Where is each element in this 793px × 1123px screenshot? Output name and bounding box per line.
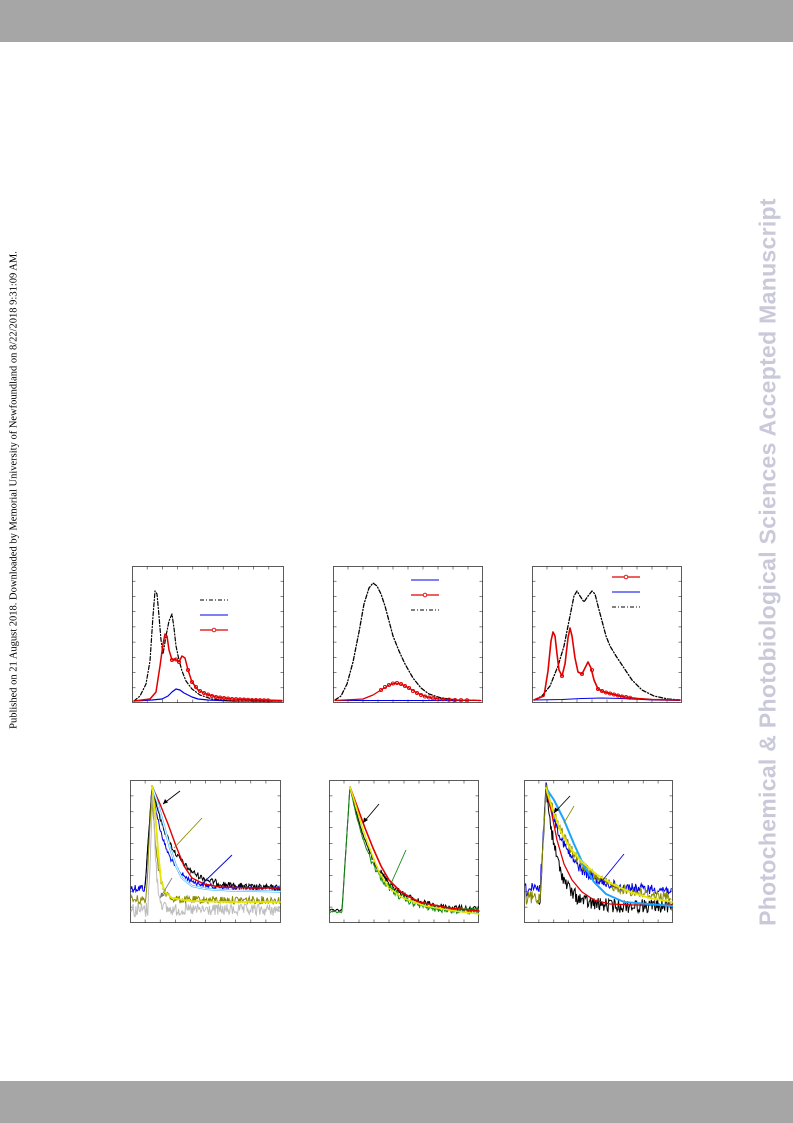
series-red [533,627,681,701]
fit-red [545,787,673,906]
annotation-arrows [362,803,407,889]
fit-red [349,786,480,912]
series-red-markers [559,667,633,700]
fit-light-blue [545,787,673,907]
axis-ticks [329,780,479,923]
plot-frame [130,780,281,923]
decay-trace [130,791,280,918]
header-bar [0,0,793,42]
series-red [334,682,482,702]
annotation-arrows [159,790,233,899]
decay-panel-3 [524,780,673,923]
decay-panel-2 [329,780,480,923]
noisy-traces [130,785,281,918]
fit-yellow [151,785,281,903]
plot-frame [333,566,483,703]
series-red-markers [378,680,470,703]
arrow-green [388,849,407,889]
axis-ticks [132,566,284,703]
arrow-blue [201,854,233,885]
series-black [533,590,681,701]
fit-white [151,785,281,892]
plot-frame [329,780,479,923]
plot-frame [532,566,682,703]
axis-ticks [333,566,483,703]
noisy-traces [329,786,479,916]
decay-trace [329,786,479,913]
series-black [334,582,482,702]
series-black [133,590,283,702]
noisy-traces [524,782,673,915]
spectrum-panel-2 [333,566,483,703]
journal-watermark: Photochemical & Photobiological Sciences… [754,198,781,926]
arrow-olive [173,817,203,849]
plot-frame [524,780,673,923]
fit-red [151,785,281,889]
arrow-olive [563,805,575,824]
decay-trace [537,787,673,915]
fit-yellow [349,786,480,915]
series-red [133,633,283,702]
annotation-arrows [553,795,625,882]
legend [411,579,439,611]
legend [200,599,228,633]
legend [612,574,640,608]
fit-yellow [545,787,673,903]
footer-bar [0,1081,793,1123]
arrow-blue [601,853,625,882]
decay-panel-1 [130,780,281,923]
spectrum-panel-3 [532,566,682,703]
series-red-markers [169,657,271,703]
decay-trace [329,788,479,916]
publication-note: Published on 21 August 2018. Downloaded … [8,251,20,729]
plot-frame [132,566,284,703]
series-blue [133,688,283,702]
fit-light-blue [151,785,281,893]
spectrum-panel-1 [132,566,284,703]
